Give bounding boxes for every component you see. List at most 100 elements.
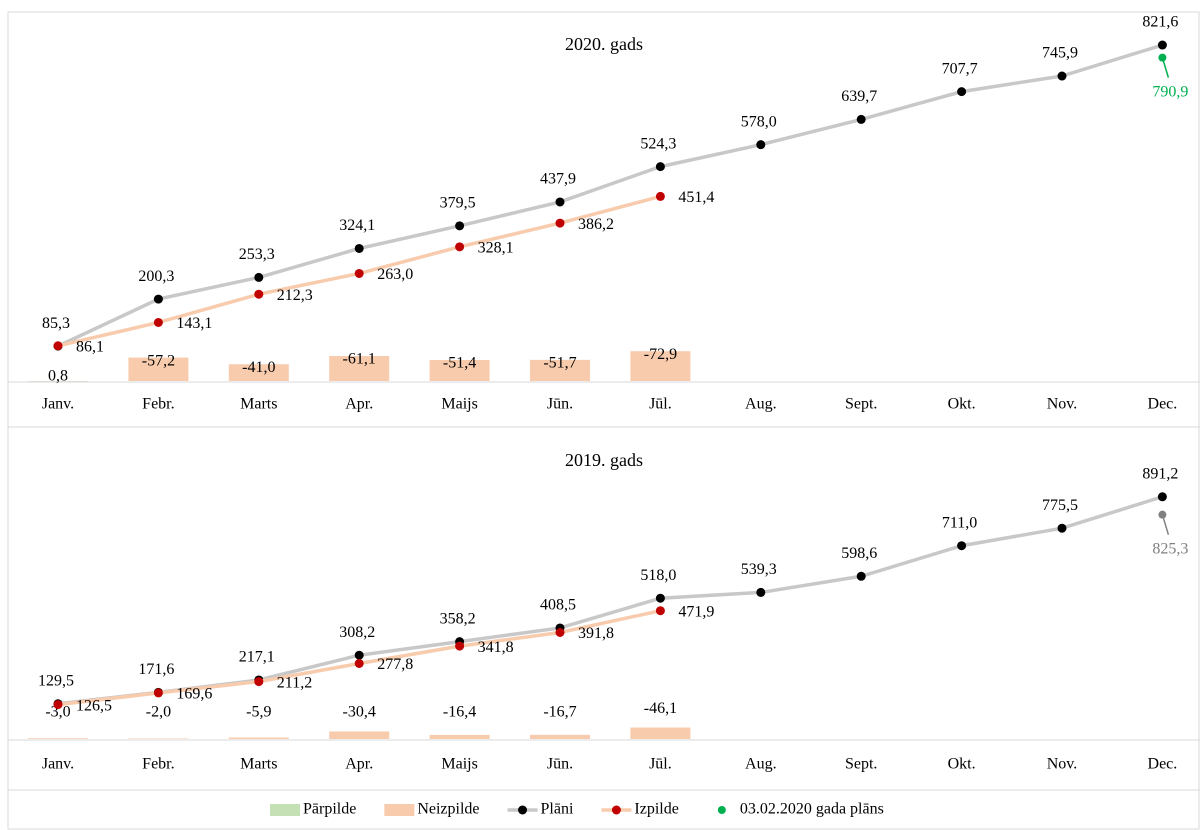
data-label: 707,7 bbox=[942, 60, 978, 77]
frame bbox=[7, 11, 1200, 830]
bar-value-label: -72,9 bbox=[644, 346, 677, 363]
data-label: 129,5 bbox=[38, 672, 74, 689]
data-point bbox=[957, 541, 967, 551]
data-point bbox=[354, 243, 364, 253]
data-label: 85,3 bbox=[42, 315, 70, 332]
data-label: 745,9 bbox=[1042, 45, 1078, 62]
data-point bbox=[1057, 71, 1067, 81]
bar-value-label: -2,0 bbox=[146, 704, 171, 721]
data-label: 200,3 bbox=[138, 268, 174, 285]
data-label: 324,1 bbox=[339, 217, 375, 234]
data-label: 217,1 bbox=[239, 649, 275, 666]
legend-swatch bbox=[270, 804, 300, 816]
data-label: 711,0 bbox=[942, 514, 977, 531]
data-point bbox=[856, 571, 866, 581]
bar-value-label: -61,1 bbox=[343, 351, 376, 368]
x-tick-label: Dec. bbox=[1148, 396, 1178, 413]
data-point bbox=[354, 658, 364, 668]
data-point bbox=[354, 268, 364, 278]
x-tick-label: Marts bbox=[240, 756, 277, 773]
bar-value-label: -5,9 bbox=[246, 704, 271, 721]
bar-value-label: -30,4 bbox=[343, 704, 376, 721]
x-tick-label: Jūn. bbox=[547, 756, 573, 773]
data-point bbox=[655, 606, 665, 616]
data-point bbox=[1057, 523, 1067, 533]
data-point bbox=[655, 191, 665, 201]
x-tick-label: Febr. bbox=[142, 756, 174, 773]
bar bbox=[28, 738, 88, 739]
data-label: 391,8 bbox=[578, 625, 614, 642]
x-tick-label: Marts bbox=[240, 396, 277, 413]
data-point bbox=[655, 162, 665, 172]
bar-value-label: 0,8 bbox=[48, 368, 68, 385]
x-tick-label: Nov. bbox=[1047, 756, 1078, 773]
x-tick-label: Aug. bbox=[745, 756, 777, 773]
bar-value-label: -3,0 bbox=[45, 704, 70, 721]
data-point bbox=[756, 140, 766, 150]
x-tick-label: Maijs bbox=[441, 396, 477, 413]
bar-value-label: -57,2 bbox=[142, 352, 175, 369]
legend-swatch bbox=[384, 804, 415, 816]
data-point bbox=[53, 341, 63, 351]
data-label: 211,2 bbox=[277, 674, 312, 691]
data-point bbox=[957, 87, 967, 97]
data-label: 171,6 bbox=[138, 661, 174, 678]
legend-label: Neizpilde bbox=[417, 801, 479, 818]
data-point bbox=[455, 221, 465, 231]
x-tick-label: Jūl. bbox=[649, 396, 672, 413]
data-label: 821,6 bbox=[1142, 14, 1178, 31]
bar-value-label: -41,0 bbox=[242, 359, 275, 376]
x-tick-label: Maijs bbox=[441, 756, 477, 773]
x-tick-label: Apr. bbox=[345, 756, 373, 773]
data-label: 639,7 bbox=[841, 88, 877, 105]
data-label: 437,9 bbox=[540, 171, 576, 188]
bar bbox=[530, 359, 590, 381]
x-tick-label: Jūl. bbox=[649, 756, 672, 773]
data-label: 775,5 bbox=[1042, 497, 1078, 514]
x-tick-label: Jūn. bbox=[547, 396, 573, 413]
data-label: 539,3 bbox=[741, 561, 777, 578]
legend-swatch bbox=[611, 805, 621, 815]
x-tick-label: Febr. bbox=[142, 396, 174, 413]
data-label: 471,9 bbox=[678, 603, 714, 620]
bar-value-label: -51,7 bbox=[543, 355, 576, 372]
legend-label: Pārpilde bbox=[303, 801, 356, 818]
data-point bbox=[555, 218, 565, 228]
data-label: 598,6 bbox=[841, 545, 877, 562]
legend-label: Izpilde bbox=[634, 801, 678, 818]
data-label: 578,0 bbox=[741, 113, 777, 130]
data-point bbox=[1158, 510, 1167, 519]
data-label: 524,3 bbox=[640, 135, 676, 152]
data-label: 825,3 bbox=[1152, 540, 1188, 557]
data-label: 790,9 bbox=[1152, 83, 1188, 100]
data-point bbox=[856, 114, 866, 124]
legend-swatch bbox=[717, 806, 726, 814]
bar-value-label: -51,4 bbox=[443, 355, 476, 372]
bar-value-label: -16,4 bbox=[443, 704, 476, 721]
data-point bbox=[153, 317, 163, 327]
data-point bbox=[756, 587, 766, 597]
data-point bbox=[254, 289, 264, 299]
bar bbox=[429, 359, 490, 381]
data-label: 518,0 bbox=[640, 567, 676, 584]
data-label: 408,5 bbox=[540, 597, 576, 614]
data-label: 451,4 bbox=[678, 189, 714, 206]
data-label: 143,1 bbox=[176, 315, 212, 332]
series-line bbox=[57, 43, 1163, 348]
bar bbox=[228, 364, 289, 381]
data-point bbox=[53, 700, 63, 710]
data-point bbox=[455, 242, 465, 252]
bar bbox=[329, 356, 390, 381]
data-label: 379,5 bbox=[440, 194, 476, 211]
bar bbox=[329, 731, 390, 739]
data-point bbox=[555, 197, 565, 207]
bar bbox=[128, 357, 189, 381]
bar bbox=[530, 734, 590, 739]
data-point bbox=[555, 628, 565, 638]
data-label: 263,0 bbox=[377, 266, 413, 283]
x-tick-label: Sept. bbox=[845, 396, 877, 413]
legend-label: 03.02.2020 gada plāns bbox=[740, 801, 884, 818]
chart-title: 2020. gads bbox=[565, 34, 643, 54]
data-label: 358,2 bbox=[440, 610, 476, 627]
